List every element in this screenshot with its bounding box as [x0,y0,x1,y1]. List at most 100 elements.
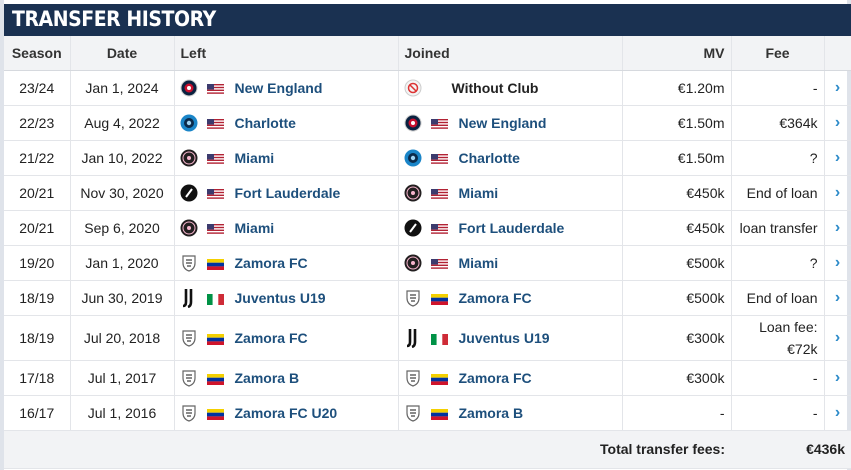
zamora-logo-icon[interactable] [179,253,199,273]
fee-text: €364k [779,114,818,131]
chevron-right-icon[interactable]: › [824,360,851,396]
left-club-link[interactable]: Zamora FC [234,254,308,271]
zamora-logo-icon[interactable] [179,368,199,388]
column-header-date[interactable]: Date [70,36,175,71]
joined-club-cell: Zamora FC [398,280,623,316]
zamora-logo-icon[interactable] [403,368,423,388]
market-value-cell: €300k [622,315,732,361]
fee-text: End of loan [746,184,818,201]
chevron-right-icon[interactable]: › [824,175,851,211]
joined-club-link[interactable]: Miami [458,254,499,271]
flag-it-icon [206,292,224,305]
column-header-fee[interactable]: Fee [731,36,825,71]
joined-club-link[interactable]: Zamora B [458,404,524,421]
fort-lauderdale-logo-icon[interactable] [403,218,423,238]
fee-cell: loan transfer [731,210,825,246]
fee-cell: End of loan [731,175,825,211]
column-header-mv[interactable]: MV [622,36,732,71]
left-club-link[interactable]: Juventus U19 [234,289,326,306]
miami-logo-icon[interactable] [179,148,199,168]
left-club-cell: Fort Lauderdale [174,175,399,211]
chevron-right-icon[interactable]: › [824,280,851,316]
chevron-right-icon[interactable]: › [824,105,851,141]
miami-logo-icon[interactable] [179,218,199,238]
zamora-logo-icon[interactable] [403,403,423,423]
widget-title: TRANSFER HISTORY [12,7,216,31]
table-row: 18/19 Jun 30, 2019 Juventus U19 Zamora F… [4,280,851,316]
season-cell: 19/20 [4,245,71,281]
joined-club-link[interactable]: Miami [458,184,499,201]
table-row: 19/20 Jan 1, 2020 Zamora FC Miami €500k … [4,245,851,281]
left-club-link[interactable]: Miami [234,219,275,236]
miami-logo-icon[interactable] [403,183,423,203]
chevron-right-icon[interactable]: › [824,245,851,281]
column-header-left[interactable]: Left [174,36,399,71]
market-value-cell: €500k [622,280,732,316]
left-club-cell: Zamora B [174,360,399,396]
zamora-logo-icon[interactable] [179,403,199,423]
left-club-link[interactable]: Zamora FC U20 [234,404,338,421]
flag-us-icon [206,117,224,130]
revolution-logo-icon[interactable] [403,113,423,133]
table-header-row: Season Date Left Joined MV Fee [4,36,851,71]
joined-club-cell: Zamora B [398,395,623,431]
left-club-cell: Juventus U19 [174,280,399,316]
charlotte-logo-icon[interactable] [403,148,423,168]
zamora-logo-icon[interactable] [403,288,423,308]
charlotte-logo-icon[interactable] [179,113,199,133]
left-club-link[interactable]: Zamora B [234,369,300,386]
revolution-logo-icon[interactable] [179,78,199,98]
market-value-cell: €1.50m [622,140,732,176]
season-cell: 20/21 [4,175,71,211]
left-club-cell: Zamora FC [174,315,399,361]
flag-ve-icon [430,372,448,385]
joined-club-link: Without Club [451,79,539,96]
joined-club-cell: Miami [398,245,623,281]
column-header-joined[interactable]: Joined [398,36,623,71]
joined-club-link[interactable]: Zamora FC [458,369,532,386]
table-row: 17/18 Jul 1, 2017 Zamora B Zamora FC €30… [4,360,851,396]
date-cell: Jun 30, 2019 [70,280,175,316]
chevron-right-icon[interactable]: › [824,210,851,246]
chevron-right-icon[interactable]: › [824,70,851,106]
joined-club-cell: Fort Lauderdale [398,210,623,246]
zamora-logo-icon[interactable] [179,328,199,348]
flag-ve-icon [430,292,448,305]
flag-us-icon [430,257,448,270]
joined-club-link[interactable]: New England [458,114,547,131]
juventus-logo-icon[interactable] [179,288,199,308]
season-cell: 23/24 [4,70,71,106]
miami-logo-icon[interactable] [403,253,423,273]
joined-club-link[interactable]: Zamora FC [458,289,532,306]
flag-ve-icon [430,407,448,420]
season-cell: 18/19 [4,280,71,316]
table-row: 20/21 Sep 6, 2020 Miami Fort Lauderdale … [4,210,851,246]
joined-club-link[interactable]: Fort Lauderdale [458,219,565,236]
left-club-cell: Charlotte [174,105,399,141]
left-club-link[interactable]: Fort Lauderdale [234,184,341,201]
market-value-cell: €1.50m [622,105,732,141]
fee-amount: €72k [787,340,818,357]
left-club-link[interactable]: Zamora FC [234,329,308,346]
chevron-right-icon[interactable]: › [824,140,851,176]
joined-club-link[interactable]: Juventus U19 [458,329,550,346]
chevron-right-icon[interactable]: › [824,395,851,431]
joined-club-cell: Zamora FC [398,360,623,396]
date-cell: Jan 10, 2022 [70,140,175,176]
flag-ve-icon [206,257,224,270]
chevron-right-icon[interactable]: › [824,315,851,361]
fee-cell: - [731,360,825,396]
market-value-cell: - [622,395,732,431]
left-club-link[interactable]: Charlotte [234,114,296,131]
left-club-link[interactable]: New England [234,79,323,96]
flag-us-icon [206,187,224,200]
joined-club-cell: Charlotte [398,140,623,176]
market-value-cell: €450k [622,175,732,211]
flag-us-icon [430,187,448,200]
left-club-link[interactable]: Miami [234,149,275,166]
fee-cell: End of loan [731,280,825,316]
fort-lauderdale-logo-icon[interactable] [179,183,199,203]
column-header-season[interactable]: Season [4,36,71,71]
joined-club-link[interactable]: Charlotte [458,149,520,166]
juventus-logo-icon[interactable] [403,328,423,348]
